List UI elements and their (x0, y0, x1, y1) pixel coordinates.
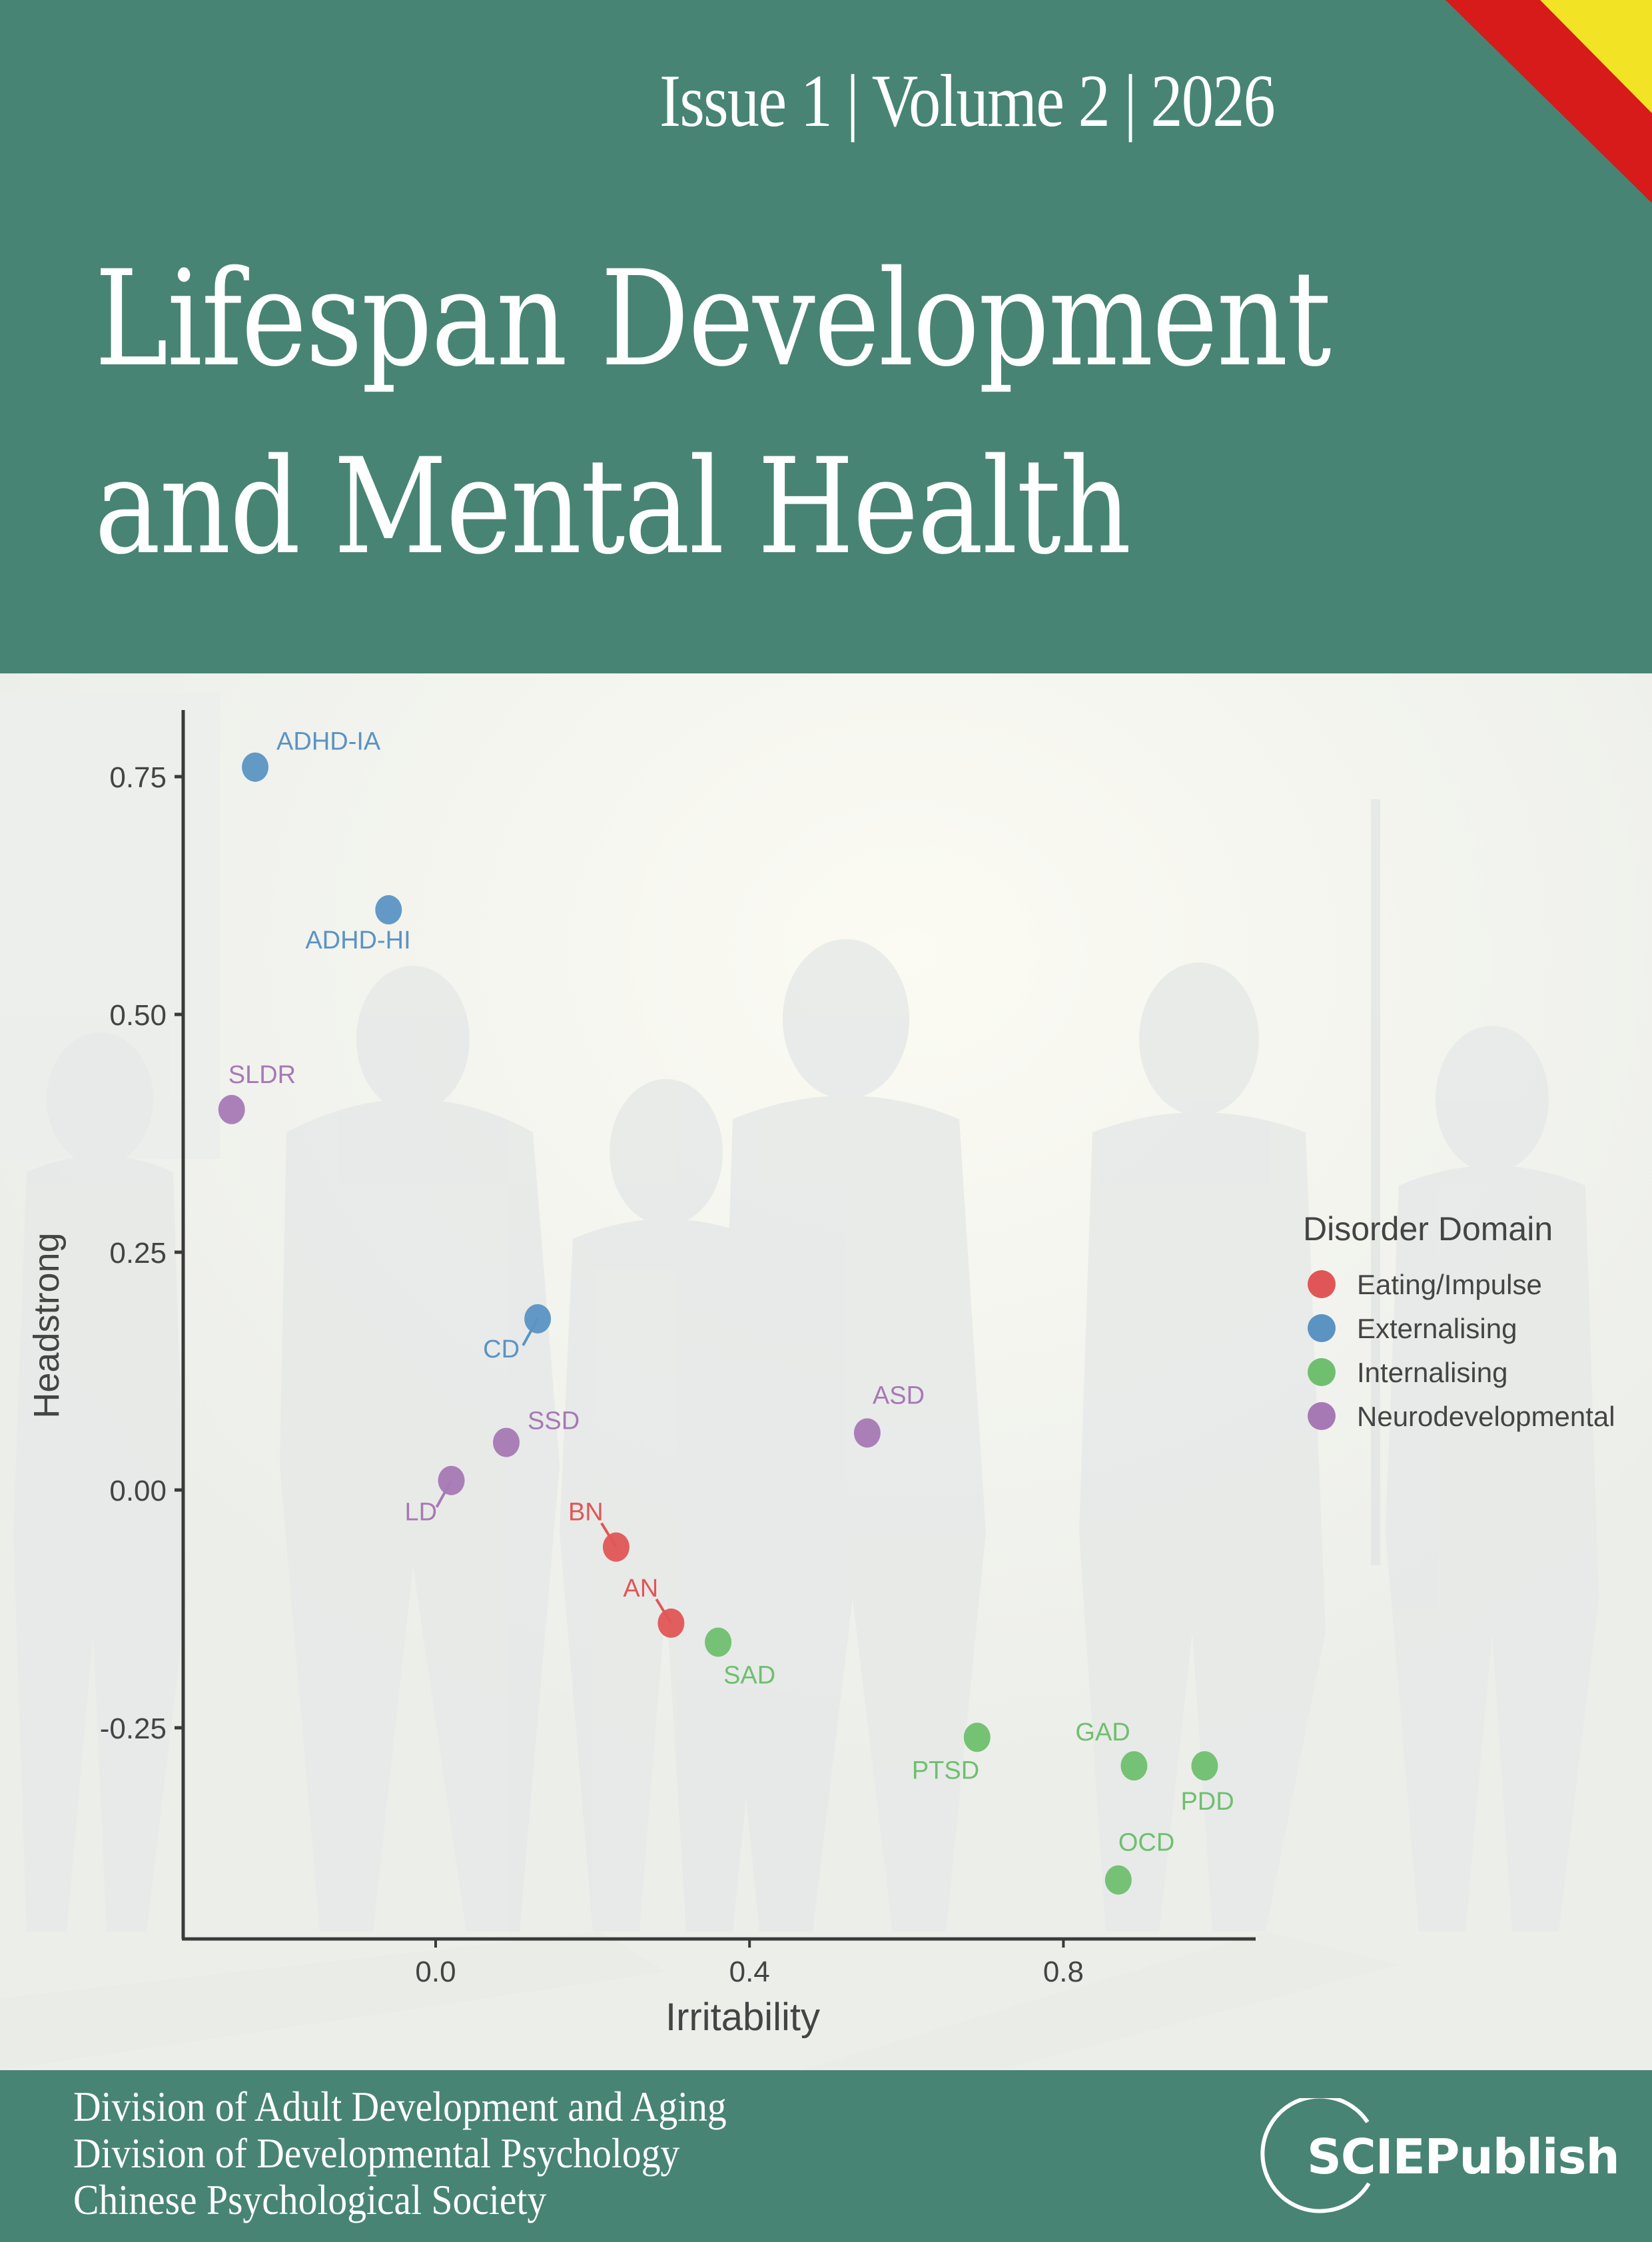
point-label: PTSD (912, 1756, 979, 1784)
data-point (1120, 1751, 1148, 1781)
publisher-logo-ring-icon (1260, 2098, 1371, 2213)
y-tick-label: -0.25 (100, 1712, 167, 1745)
data-point (218, 1094, 245, 1124)
data-point (853, 1418, 881, 1448)
point-label: SLDR (228, 1061, 296, 1089)
legend-swatch-icon (1308, 1402, 1336, 1430)
point-label: LD (405, 1499, 438, 1527)
y-tick-label: 0.25 (109, 1237, 167, 1270)
point-label: ADHD-HI (305, 927, 410, 954)
y-axis-ticks: 0.75 0.50 0.25 0.00 -0.25 (100, 761, 183, 1745)
point-label: AN (623, 1575, 658, 1603)
y-tick-label: 0.75 (109, 761, 167, 794)
legend-title: Disorder Domain (1303, 1210, 1553, 1248)
data-point (963, 1722, 991, 1752)
point-label: ASD (873, 1381, 925, 1409)
org-line-2: Division of Developmental Psychology (73, 2129, 680, 2177)
x-axis-label: Irritability (665, 1996, 820, 2039)
data-point (1104, 1865, 1132, 1895)
legend-item-label: Externalising (1357, 1313, 1517, 1344)
point-label: PDD (1180, 1788, 1234, 1816)
data-point (438, 1465, 465, 1495)
journal-title-line2: and Mental Health (95, 430, 1131, 583)
x-tick-label: 0.8 (1043, 1956, 1084, 1988)
legend-item-label: Internalising (1357, 1357, 1507, 1388)
legend-swatch-icon (1308, 1358, 1336, 1386)
org-line-3: Chinese Psychological Society (73, 2176, 547, 2223)
background-illustration (0, 673, 1652, 2070)
data-point (524, 1304, 552, 1333)
data-point (375, 895, 402, 925)
cover-footer (0, 2070, 1652, 2242)
legend-swatch-icon (1308, 1314, 1336, 1342)
x-tick-label: 0.4 (729, 1956, 770, 1988)
data-point (657, 1608, 685, 1638)
cover-header: Issue 1 | Volume 2 | 2026 Lifespan Devel… (0, 0, 1652, 673)
legend-item-label: Eating/Impulse (1357, 1269, 1542, 1300)
data-point (705, 1627, 732, 1657)
point-label: OCD (1118, 1828, 1174, 1856)
publisher-logo: SCIEPublish (1307, 2129, 1620, 2185)
data-point (242, 752, 269, 782)
y-tick-label: 0.00 (109, 1475, 167, 1507)
point-label: GAD (1075, 1718, 1130, 1746)
legend-item-label: Neurodevelopmental (1357, 1401, 1615, 1432)
point-label: CD (483, 1335, 520, 1363)
point-label: SSD (528, 1407, 580, 1435)
data-point (493, 1427, 520, 1457)
y-tick-label: 0.50 (109, 999, 167, 1032)
org-line-1: Division of Adult Development and Aging (73, 2083, 727, 2130)
x-axis-ticks: 0.0 0.4 0.8 (415, 1939, 1084, 1988)
point-label: BN (568, 1499, 604, 1527)
issue-volume-year: Issue 1 | Volume 2 | 2026 (659, 60, 1276, 143)
corner-stripe-decoration (1446, 0, 1652, 203)
data-point (1191, 1751, 1218, 1781)
y-axis-label: Headstrong (27, 1232, 67, 1418)
point-label: ADHD-IA (276, 728, 381, 756)
journal-title-line1: Lifespan Development (95, 242, 1332, 396)
point-label: SAD (723, 1661, 775, 1689)
data-point (602, 1532, 629, 1562)
legend-swatch-icon (1308, 1270, 1336, 1298)
legend: Disorder Domain Eating/Impulse Externalis… (1303, 1210, 1615, 1432)
x-tick-label: 0.0 (415, 1956, 456, 1988)
